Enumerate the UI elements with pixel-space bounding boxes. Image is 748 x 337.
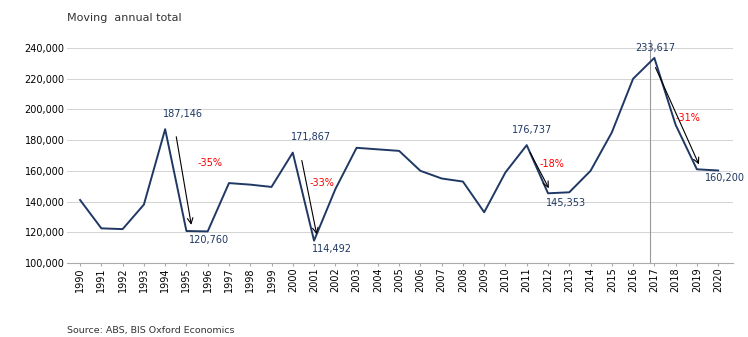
Text: 176,737: 176,737 <box>512 125 552 135</box>
Text: -33%: -33% <box>310 179 334 188</box>
Text: 145,353: 145,353 <box>546 197 586 208</box>
Text: 114,492: 114,492 <box>312 244 352 254</box>
Text: 120,760: 120,760 <box>188 235 229 245</box>
Text: 160,200: 160,200 <box>705 173 746 183</box>
Text: Moving  annual total: Moving annual total <box>67 13 182 23</box>
Text: -18%: -18% <box>539 159 565 169</box>
Text: 171,867: 171,867 <box>291 132 331 143</box>
Text: -31%: -31% <box>675 113 700 123</box>
Text: 233,617: 233,617 <box>635 43 675 54</box>
Text: Source: ABS, BIS Oxford Economics: Source: ABS, BIS Oxford Economics <box>67 326 235 335</box>
Text: 187,146: 187,146 <box>163 109 203 119</box>
Text: -35%: -35% <box>197 158 222 168</box>
